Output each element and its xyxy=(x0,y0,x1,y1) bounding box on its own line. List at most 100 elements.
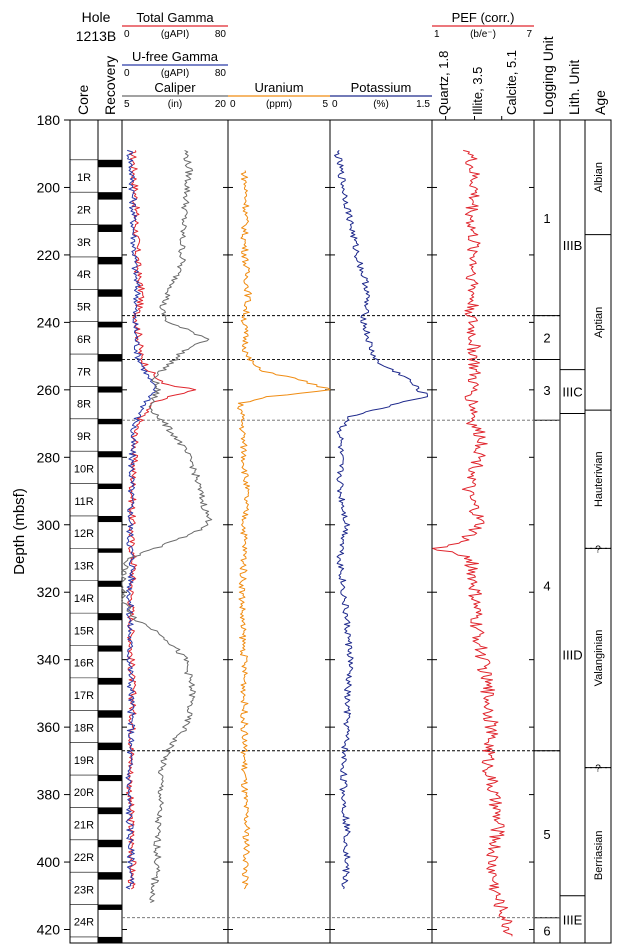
depth-tick-label: 380 xyxy=(37,787,61,803)
recovery-bar xyxy=(98,548,122,553)
recovery-bar xyxy=(98,872,122,880)
recovery-bar xyxy=(98,807,122,815)
core-label: 3R xyxy=(77,237,91,249)
depth-tick-label: 280 xyxy=(37,449,61,465)
core-label: 11R xyxy=(74,496,93,508)
uranium-unit: (ppm) xyxy=(266,99,292,110)
core-label: 22R xyxy=(74,852,94,864)
core-label: 23R xyxy=(74,884,94,896)
core-label: 17R xyxy=(74,690,94,702)
recovery-bar xyxy=(98,839,122,848)
core-header: Core xyxy=(75,84,91,115)
column-frame xyxy=(431,119,535,944)
depth-tick-label: 260 xyxy=(37,382,61,398)
hole-number: 1213B xyxy=(76,28,116,44)
total-gamma-max: 80 xyxy=(215,29,227,40)
potassium-min: 0 xyxy=(332,99,338,110)
u-free-gamma-curve xyxy=(125,149,158,890)
recovery-bar xyxy=(98,613,122,621)
column-frame xyxy=(121,119,229,944)
uranium-curve xyxy=(237,170,331,890)
recovery-bar xyxy=(98,742,122,751)
core-label: 13R xyxy=(74,561,94,573)
hole-label: Hole xyxy=(82,9,111,25)
recovery-bar xyxy=(98,677,122,685)
depth-axis-label: Depth (mbsf) xyxy=(11,488,28,575)
recovery-bar xyxy=(98,936,122,943)
depth-tick-label: 400 xyxy=(37,854,61,870)
recovery-bar xyxy=(98,354,122,362)
column-frame xyxy=(584,119,612,944)
age-header: Age xyxy=(592,90,608,115)
core-label: 16R xyxy=(74,658,94,670)
core-label: 9R xyxy=(77,431,91,443)
depth-tick-label: 200 xyxy=(37,179,61,195)
uranium-max: 5 xyxy=(322,99,328,110)
pef-min: 1 xyxy=(434,29,440,40)
mineral-ref-label: Illite, 3.5 xyxy=(470,67,485,115)
pef-max: 7 xyxy=(526,29,532,40)
lith-unit-label: IIIC xyxy=(562,385,582,400)
mineral-ref-label: Calcite, 5.1 xyxy=(504,50,519,115)
depth-tick-label: 180 xyxy=(37,112,61,128)
core-label: 2R xyxy=(77,204,91,216)
logging-unit-header: Logging Unit xyxy=(540,36,556,115)
core-label: 10R xyxy=(74,463,94,475)
ufree-gamma-max: 80 xyxy=(215,68,227,79)
logging-unit-label: 6 xyxy=(543,923,550,938)
caliper-min: 5 xyxy=(124,99,130,110)
recovery-bar xyxy=(98,775,122,782)
ufree-gamma-unit: (gAPI) xyxy=(161,68,189,79)
core-label: 4R xyxy=(77,269,91,281)
recovery-bar xyxy=(98,256,122,265)
caliper-unit: (in) xyxy=(168,99,182,110)
recovery-bar xyxy=(98,515,122,523)
core-label: 8R xyxy=(77,399,91,411)
total-gamma-name: Total Gamma xyxy=(136,10,214,25)
potassium-unit: (%) xyxy=(373,99,389,110)
recovery-bar xyxy=(98,159,122,168)
total-gamma-unit: (gAPI) xyxy=(161,29,189,40)
recovery-bar xyxy=(98,321,122,328)
core-label: 15R xyxy=(74,625,94,637)
caliper-max: 20 xyxy=(215,99,227,110)
column-frame xyxy=(533,119,561,944)
recovery-header: Recovery xyxy=(102,56,118,115)
potassium-curve xyxy=(334,150,428,890)
core-label: 6R xyxy=(77,334,91,346)
lith-unit-label: IIID xyxy=(562,648,582,663)
column-frame xyxy=(227,119,331,944)
logging-unit-label: 5 xyxy=(543,827,550,842)
logging-unit-label: 3 xyxy=(543,383,550,398)
recovery-bar xyxy=(98,386,122,393)
core-label: 1R xyxy=(77,172,91,184)
core-label: 12R xyxy=(74,528,94,540)
age-label: Berriasian xyxy=(593,831,605,881)
potassium-max: 1.5 xyxy=(416,99,430,110)
age-uncertain-mark: ? xyxy=(595,544,601,555)
recovery-bar xyxy=(98,904,122,910)
depth-tick-label: 360 xyxy=(37,719,61,735)
logging-unit-label: 1 xyxy=(543,211,550,226)
depth-tick-label: 340 xyxy=(37,652,61,668)
recovery-bar xyxy=(98,580,122,587)
uranium-min: 0 xyxy=(230,99,236,110)
recovery-bar xyxy=(98,192,122,200)
column-frame xyxy=(97,119,123,944)
age-label: Hauterivian xyxy=(593,451,605,507)
age-label: Aptian xyxy=(593,307,605,338)
caliper-curve xyxy=(121,149,213,903)
age-uncertain-mark: ? xyxy=(595,764,601,775)
core-label: 5R xyxy=(77,302,91,314)
mineral-ref-label: Quartz, 1.8 xyxy=(436,51,451,115)
lith-unit-header: Lith. Unit xyxy=(566,60,582,115)
depth-tick-label: 320 xyxy=(37,584,61,600)
core-label: 7R xyxy=(77,366,91,378)
uranium-name: Uranium xyxy=(254,80,303,95)
core-label: 18R xyxy=(74,722,94,734)
depth-tick-label: 220 xyxy=(37,247,61,263)
ufree-gamma-min: 0 xyxy=(124,68,130,79)
lith-unit-label: IIIB xyxy=(563,238,583,253)
pef-corr-curve xyxy=(432,149,513,937)
recovery-bar xyxy=(98,224,122,232)
